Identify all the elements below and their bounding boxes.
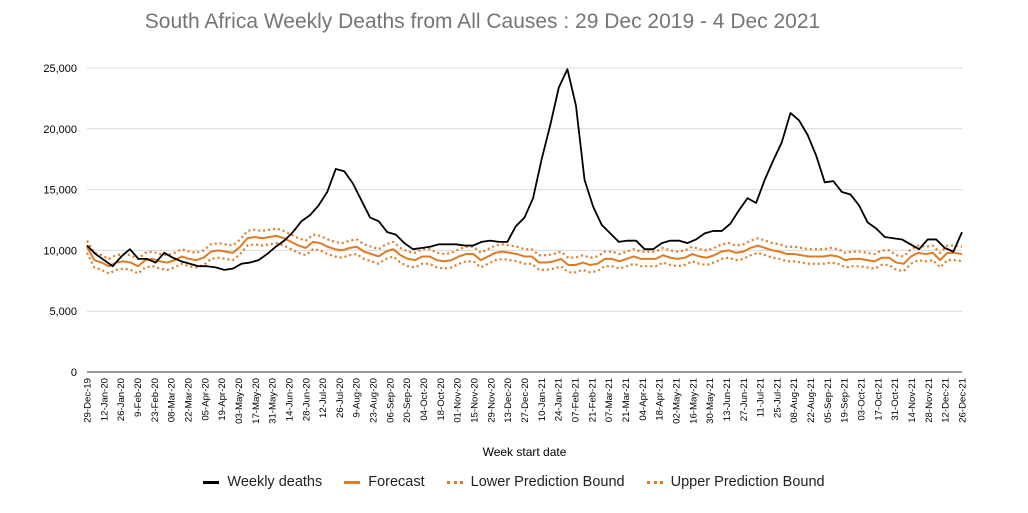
x-tick-label: 19-Sep-21 [840,378,851,423]
y-tick-label: 10,000 [43,245,77,257]
x-tick-label: 9-Aug-20 [352,378,363,417]
series-line-weekly-deaths [86,68,963,271]
chart-title: South Africa Weekly Deaths from All Caus… [144,10,821,33]
x-tick-label: 04-Apr-21 [638,378,649,421]
x-tick-label: 07-Feb-21 [570,378,581,422]
x-tick-label: 12-Dec-21 [941,378,952,423]
x-tick-label: 02-May-21 [671,378,682,424]
x-tick-label: 23-Feb-20 [150,378,161,422]
x-tick-label: 9-Feb-20 [133,378,144,417]
x-tick-label: 27-Dec-20 [520,378,531,423]
x-tick-label: 12-Jan-20 [99,378,110,421]
legend-item-weekly-deaths: Weekly deaths [203,474,322,490]
x-tick-label: 01-Nov-20 [453,378,464,423]
x-tick-label: 17-May-20 [251,378,262,424]
x-tick-label: 18-Apr-21 [655,378,666,421]
x-tick-label: 29-Dec-19 [83,378,94,423]
chart-plot: 0 5,000 10,000 15,000 20,000 25,000 29-Dec-19… [43,63,969,459]
x-tick-label: 19-Apr-20 [217,378,228,421]
x-axis-ticks: 29-Dec-19 12-Jan-20 26-Jan-20 9-Feb-20 23-Fe… [83,378,969,424]
legend-swatch-weekly-deaths [203,480,220,484]
x-tick-label: 26-Jul-20 [335,378,346,418]
x-tick-label: 25-Jul-21 [772,378,783,418]
legend-swatch-forecast [344,480,361,484]
x-tick-label: 20-Sep-20 [402,378,413,423]
y-tick-label: 15,000 [43,185,77,197]
x-tick-label: 31-May-20 [268,378,279,424]
y-tick-label: 25,000 [43,63,77,75]
x-tick-label: 27-Jun-21 [739,378,750,421]
x-tick-label: 26-Dec-21 [958,378,969,423]
legend-label: Upper Prediction Bound [670,474,825,490]
series-line-lower-prediction-bound [86,242,963,275]
x-tick-label: 31-Oct-21 [890,378,901,421]
x-tick-label: 10-Jan-21 [537,378,548,421]
x-tick-label: 16-May-21 [688,378,699,424]
x-tick-label: 23-Aug-20 [369,378,380,423]
x-tick-label: 13-Jun-21 [722,378,733,421]
x-tick-label: 24-Jan-21 [554,378,565,421]
x-tick-label: 03-May-20 [234,378,245,424]
x-tick-label: 15-Nov-20 [470,378,481,423]
x-tick-label: 22-Aug-21 [806,378,817,423]
legend-label: Lower Prediction Bound [470,474,625,490]
x-tick-label: 03-Oct-21 [857,378,868,421]
x-tick-label: 05-Apr-20 [200,378,211,421]
x-tick-label: 18-Oct-20 [436,378,447,421]
series-lines [86,68,963,275]
legend-item-forecast: Forecast [344,474,425,490]
x-tick-label: 04-Oct-20 [419,378,430,421]
x-tick-label: 26-Jan-20 [116,378,127,421]
x-tick-label: 30-May-21 [705,378,716,424]
series-line-forecast [86,234,963,268]
legend-label: Forecast [368,474,425,490]
x-tick-label: 28-Jun-20 [301,378,312,421]
y-tick-label: 5,000 [49,306,77,318]
x-tick-label: 12-Jul-20 [318,378,329,418]
x-tick-label: 17-Oct-21 [873,378,884,421]
series-line-upper-prediction-bound [86,227,963,261]
x-tick-label: 08-Mar-20 [167,378,178,422]
legend-item-lower-bound: Lower Prediction Bound [446,474,625,490]
legend-swatch-upper-bound [646,480,663,484]
x-tick-label: 29-Nov-20 [486,378,497,423]
y-tick-label: 20,000 [43,124,77,136]
legend-item-upper-bound: Upper Prediction Bound [646,474,825,490]
legend-label: Weekly deaths [227,474,323,490]
x-tick-label: 06-Sep-20 [385,378,396,423]
grid-lines [87,67,962,373]
x-tick-label: 21-Mar-21 [621,378,632,422]
x-tick-label: 13-Dec-20 [503,378,514,423]
x-tick-label: 28-Nov-21 [924,378,935,423]
x-tick-label: 14-Nov-21 [907,378,918,423]
x-tick-label: 11-Jul-21 [756,378,767,417]
x-tick-label: 22-Mar-20 [183,378,194,422]
x-tick-label: 21-Feb-21 [587,378,598,422]
legend: Weekly deaths Forecast Lower Prediction … [0,474,1028,490]
x-tick-label: 05-Sep-21 [823,378,834,423]
x-axis-label: Week start date [483,445,567,459]
y-tick-label: 0 [71,367,77,379]
x-tick-label: 14-Jun-20 [284,378,295,421]
x-tick-label: 08-Aug-21 [789,378,800,423]
legend-swatch-lower-bound [446,480,463,484]
x-tick-label: 07-Mar-21 [604,378,615,422]
y-axis-ticks: 0 5,000 10,000 15,000 20,000 25,000 [43,63,77,379]
